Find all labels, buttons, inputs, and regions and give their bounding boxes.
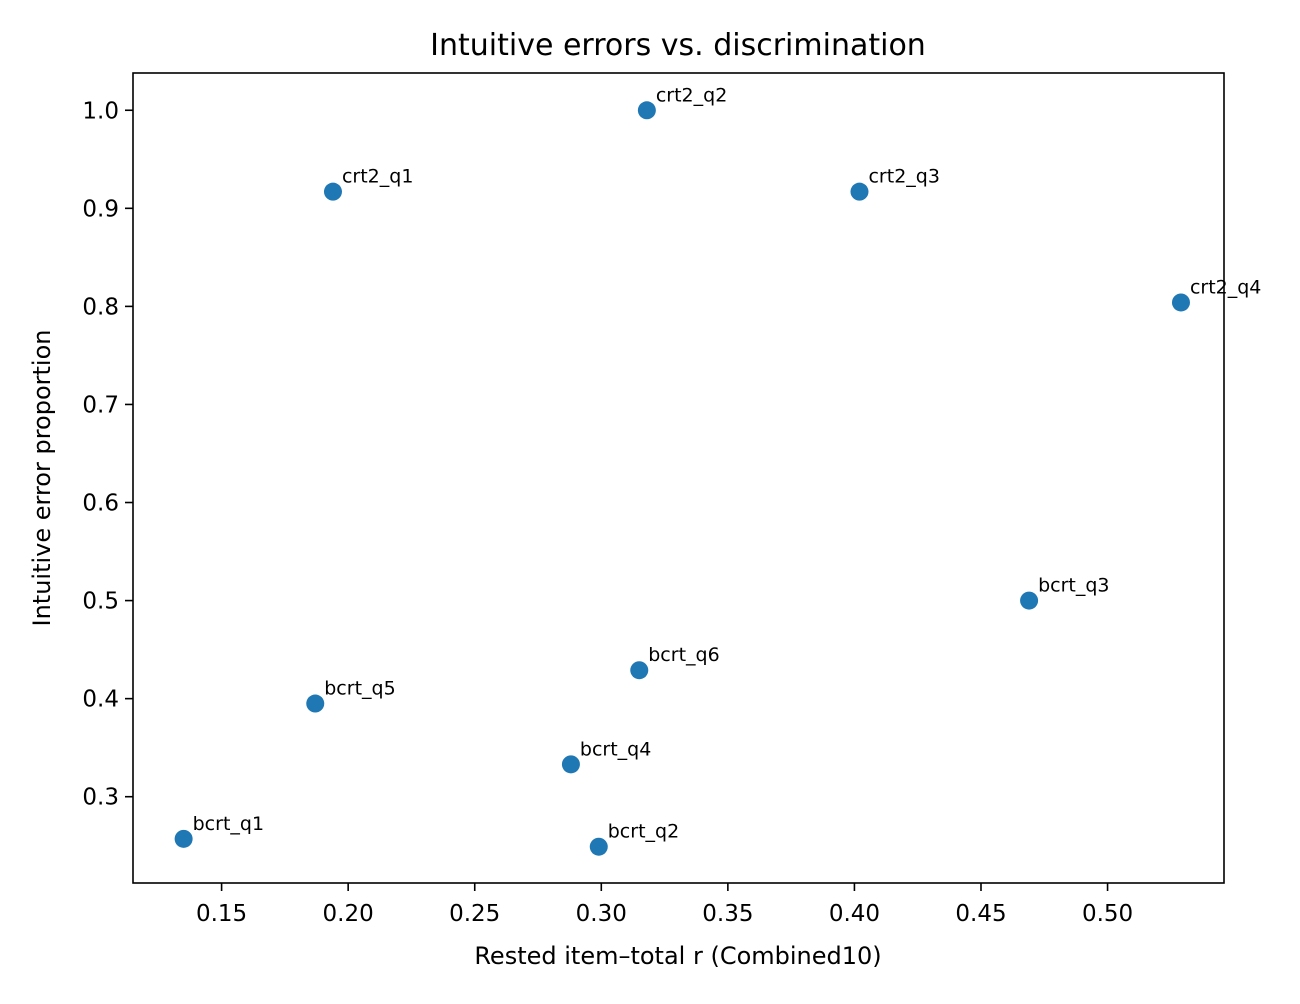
data-point-group: crt2_q3 [850,166,940,201]
data-point-label: crt2_q4 [1190,276,1261,298]
y-tick-label: 0.6 [82,491,119,517]
x-tick-label: 0.50 [1082,901,1133,927]
data-point-label: bcrt_q4 [580,738,651,760]
y-tick-label: 0.3 [82,785,119,811]
y-tick-label: 1.0 [82,98,119,124]
data-point [850,182,869,201]
data-points: crt2_q1 crt2_q2 crt2_q3 crt2_q4 bcrt_q1 bcrt_… [174,84,1261,856]
data-point-label: crt2_q2 [656,84,727,106]
axis-ticks: 0.15 0.20 0.25 0.30 0.35 0.40 0.45 0.50 0.3 0.4 0.… [82,98,1133,927]
data-point-label: bcrt_q5 [324,678,395,700]
data-point-group: crt2_q1 [323,166,413,201]
data-point-label: bcrt_q6 [648,644,719,666]
data-point-group: bcrt_q5 [306,678,396,713]
x-axis-label: Rested item–total r (Combined10) [474,942,881,970]
data-point-group: bcrt_q2 [589,821,679,856]
x-tick-label: 0.45 [955,901,1006,927]
data-point-group: crt2_q4 [1171,276,1261,312]
data-point-label: bcrt_q1 [193,813,264,835]
chart-title: Intuitive errors vs. discrimination [430,28,926,63]
data-point-label: bcrt_q3 [1038,575,1109,597]
y-tick-label: 0.8 [82,294,119,320]
x-tick-label: 0.20 [323,901,374,927]
y-tick-label: 0.4 [82,687,119,713]
data-point [637,101,656,120]
data-point-label: crt2_q3 [868,166,939,188]
data-point [589,837,608,856]
x-tick-label: 0.40 [829,901,880,927]
data-point [630,661,649,680]
data-point-label: bcrt_q2 [608,821,679,843]
data-point [1171,293,1190,312]
data-point-group: bcrt_q3 [1020,575,1110,610]
x-tick-label: 0.30 [576,901,627,927]
y-tick-label: 0.5 [82,589,119,615]
data-point-group: crt2_q2 [637,84,727,120]
data-point [174,829,193,848]
data-point-label: crt2_q1 [342,166,413,188]
data-point-group: bcrt_q1 [174,813,264,848]
x-tick-label: 0.35 [702,901,753,927]
data-point [323,182,342,201]
data-point [561,755,580,774]
x-tick-label: 0.25 [449,901,500,927]
y-tick-label: 0.9 [82,196,119,222]
data-point [306,694,325,713]
data-point-group: bcrt_q6 [630,644,720,680]
x-tick-label: 0.15 [196,901,247,927]
y-axis-label: Intuitive error proportion [28,330,56,627]
data-point-group: bcrt_q4 [561,738,651,774]
y-tick-label: 0.7 [82,392,119,418]
plot-frame [132,72,1225,884]
data-point [1020,591,1039,610]
